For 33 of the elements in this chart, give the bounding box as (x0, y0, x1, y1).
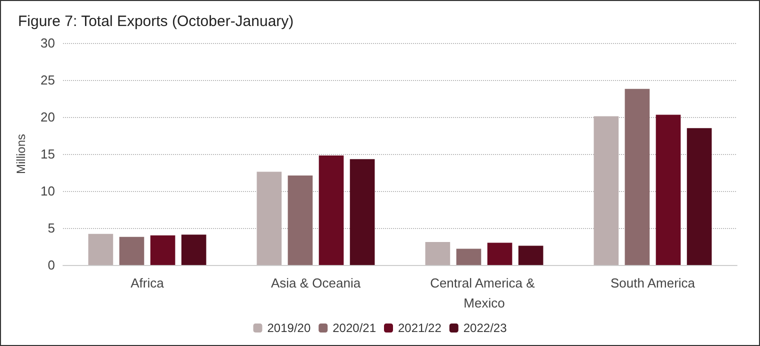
y-tick-label: 0 (48, 258, 55, 272)
y-tick-label: 25 (40, 72, 55, 88)
bar (518, 246, 544, 265)
bar (624, 88, 650, 265)
legend-label: 2021/22 (398, 321, 442, 335)
legend-label: 2022/23 (463, 321, 508, 335)
y-axis-title: Millions (14, 134, 28, 174)
bar (288, 175, 313, 265)
bar (456, 248, 482, 265)
bar (425, 242, 450, 265)
bar (487, 242, 512, 265)
bar (256, 172, 282, 265)
bar (150, 235, 176, 265)
legend-label: 2020/21 (332, 321, 376, 335)
x-tick-label: South America (610, 276, 696, 290)
bar (318, 155, 344, 265)
y-tick-label: 30 (40, 36, 55, 50)
bar (88, 234, 114, 265)
x-tick-label: Africa (130, 276, 165, 290)
y-tick-label: 5 (48, 220, 55, 236)
bar (594, 116, 619, 265)
y-tick-label: 10 (40, 184, 55, 198)
bar (181, 234, 206, 265)
legend-label: 2019/20 (267, 321, 311, 335)
chart-title: Figure 7: Total Exports (October-January) (18, 13, 294, 30)
bar (119, 236, 144, 265)
x-tick-label: Asia & Oceania (270, 276, 362, 290)
bar (350, 159, 375, 265)
bar (686, 128, 712, 265)
y-tick-label: 15 (40, 146, 55, 162)
y-tick-label: 20 (40, 110, 55, 124)
bar (656, 114, 681, 265)
x-tick-label: Central America & Mexico (430, 276, 538, 310)
